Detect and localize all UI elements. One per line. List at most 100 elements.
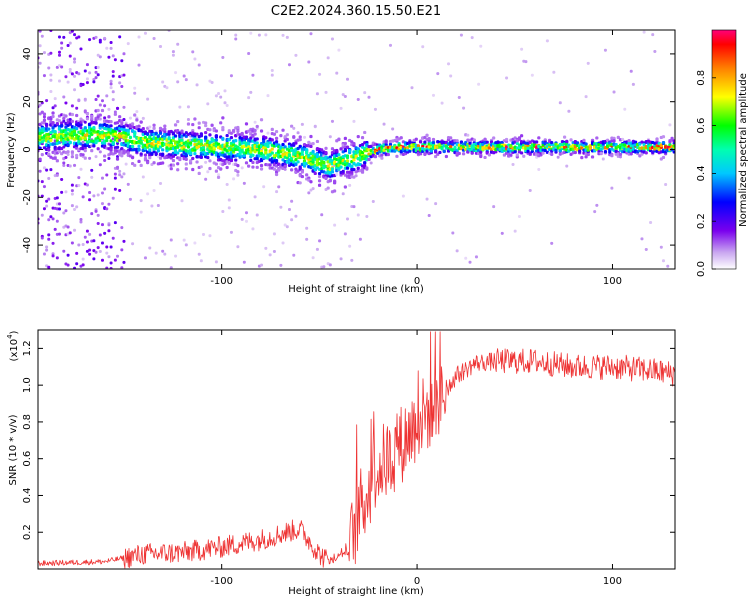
spectrogram-cell [504,137,509,142]
spectrogram-cell [100,99,104,103]
spectrogram-cell [73,163,77,167]
spectrogram-cell [120,248,124,252]
spectrogram-cell [661,155,666,160]
spectrogram-cell [98,38,102,42]
spectrogram-cell [107,229,111,233]
spectrogram-cell [62,145,66,149]
spectrogram-cell [474,255,478,259]
spectrogram-cell [350,258,354,262]
spectrogram-cell [100,223,104,227]
spectrogram-cell [275,190,279,194]
spectrogram-cell [180,129,184,133]
spectrogram-cell [87,125,92,129]
spectrogram-cell [363,130,367,135]
spectrogram-cell [180,138,184,142]
spectrogram-cell [300,122,304,126]
spectrogram-cell [236,164,240,168]
spectrogram-cell [49,215,53,219]
spectrogram-cell [339,257,343,261]
spectrogram-cell [449,144,453,149]
spectrogram-cell [236,129,240,133]
spectrogram-cell [283,167,287,171]
spectrogram-cell [92,80,96,84]
spectrogram-cell [38,169,42,173]
spectrogram-cell [285,133,289,137]
spectrogram-cell [315,153,320,157]
spectrogram-cell [94,98,98,102]
spectrogram-cell [459,33,463,37]
spectrogram-cell [109,261,113,265]
spectrogram-cell [425,197,429,201]
spectrogram-cell [442,149,446,154]
spectrogram-cell [255,137,259,141]
spectrogram-cell [62,119,66,123]
spectrogram-cell [468,260,472,264]
spectrogram-cell [169,238,173,242]
spectrogram-cell [633,140,638,144]
spectrogram-cell [298,135,302,139]
spectrogram-cell [431,137,436,142]
spectrogram-cell [453,145,457,149]
spectrogram-cell [294,141,298,145]
spectrogram-cell [126,151,130,155]
spectrogram-cell [105,245,109,249]
spectrogram-cell [229,74,233,78]
spectrogram-cell [302,164,307,168]
spectrogram-cell [51,106,55,110]
spectrogram-cell [90,168,94,172]
spectrogram-cell [109,86,113,90]
spectrogram-cell [68,117,72,121]
spectrogram-cell [204,177,208,181]
spectrogram-cell [618,155,622,159]
spectrogram-cell [47,66,51,70]
spectrogram-cell [182,238,186,242]
spectrogram-cell [242,181,246,185]
spectrogram-cell [569,138,573,142]
spectrogram-cell [281,241,285,245]
spectrogram-cell [457,95,461,99]
spectrogram-cell [70,30,74,33]
snr-y-tick-label: 0.2 [22,524,33,540]
spectrogram-cell [537,136,541,140]
spectrogram-cell [436,72,440,76]
spectrogram-cell [49,116,53,121]
spectrogram-cell [109,148,113,152]
spectrogram-cell [418,152,423,156]
spectrogram-cell [68,122,72,126]
spectrogram-cell [109,46,113,50]
spectrogram-cell [154,151,158,155]
spectrogram-cell [191,156,195,161]
spectrogram-cell [610,154,614,158]
spectrogram-cell [75,262,79,266]
spectrogram-cell [161,148,165,152]
spectrogram-cell [259,163,264,168]
spectrogram-cell [152,126,156,130]
spectrogram-cell [64,75,68,79]
spectrogram-cell [352,205,356,209]
spectrogram-cell [167,137,171,141]
spectrogram-cell [139,199,143,203]
spectrogram-cell [259,158,264,163]
spectrogram-cell [343,232,347,236]
spectrogram-cell [62,249,66,253]
spectrogram-cell [221,55,225,59]
spectrogram-cell [384,139,388,143]
spectrogram-cell [242,260,246,264]
spectrogram-cell [343,185,347,189]
spectrogram-cell [94,140,98,145]
spectrogram-cell [292,135,296,139]
spectrogram-cell [98,113,102,117]
spectrogram-cell [249,150,253,154]
spectrogram-cell [176,128,180,133]
spectrogram-y-tick-label: 0 [22,146,33,152]
spectrogram-cell [115,157,120,161]
spectrogram-cell [75,251,79,255]
spectrogram-cell [305,150,309,155]
spectrogram-cell [365,142,369,147]
spectrogram-cell [111,236,115,240]
spectrogram-cell [191,167,195,172]
spectrogram-cell [300,153,304,157]
spectrogram-cell [322,265,326,269]
spectrogram-cell [85,112,90,116]
spectrogram-cell [116,141,120,145]
